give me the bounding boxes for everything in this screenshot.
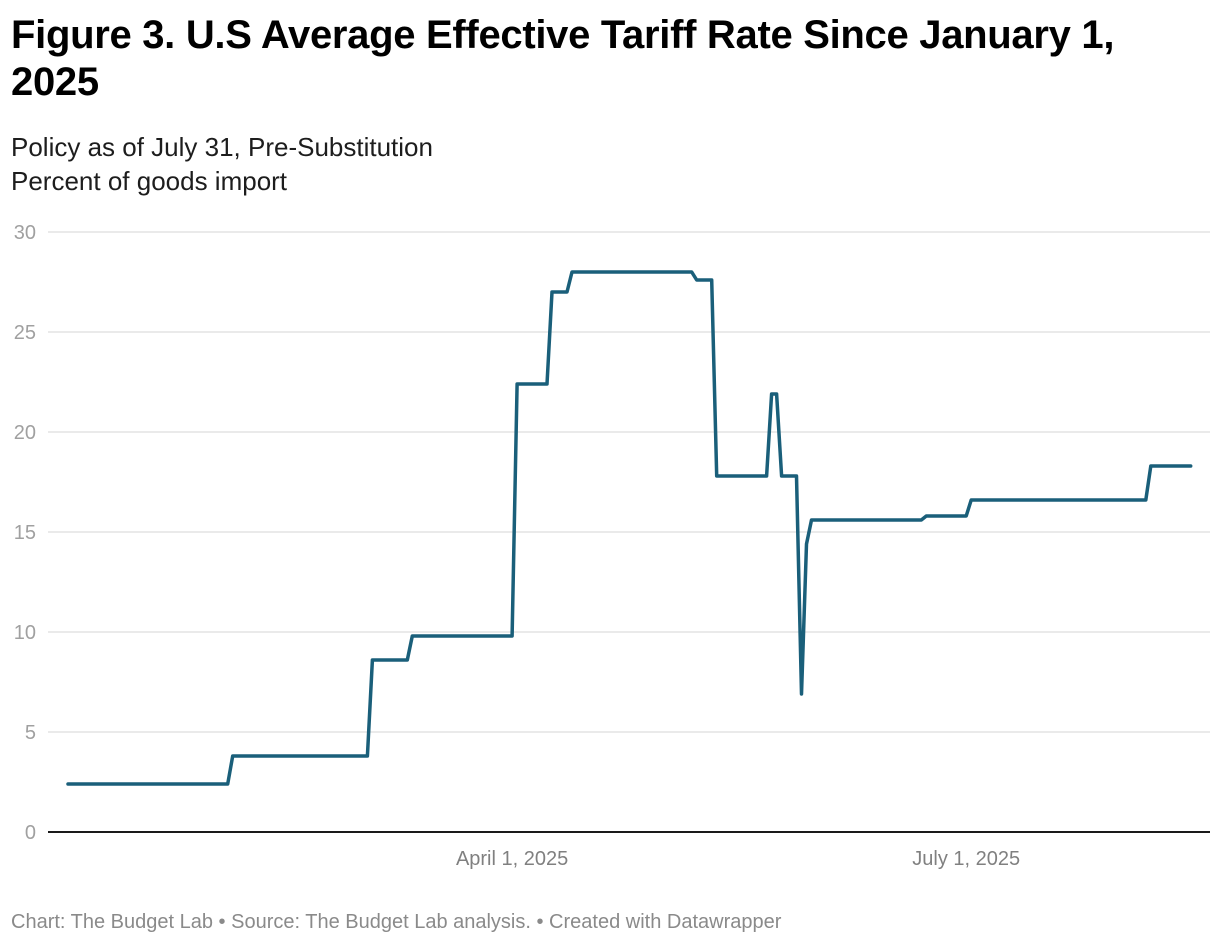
line-chart: 0 5 10 15 20 25 30 April 1, 2025 July 1, 2025 [14, 222, 1210, 870]
y-tick-label-10: 10 [14, 622, 36, 644]
chart-subtitle: Policy as of July 31, Pre-Substitution P… [11, 130, 433, 198]
subtitle-line-units: Percent of goods import [11, 166, 288, 196]
y-tick-label-30: 30 [14, 222, 36, 244]
chart-footer: Chart: The Budget Lab • Source: The Budg… [11, 911, 782, 933]
x-tick-label-1: July 1, 2025 [912, 848, 1020, 870]
y-tick-label-15: 15 [14, 522, 36, 544]
series-line-0 [66, 270, 1193, 786]
y-tick-label-25: 25 [14, 322, 36, 344]
x-tick-label-0: April 1, 2025 [456, 848, 568, 870]
x-axis: April 1, 2025 July 1, 2025 [456, 848, 1020, 870]
y-tick-label-5: 5 [25, 722, 36, 744]
y-tick-label-20: 20 [14, 422, 36, 444]
series [66, 270, 1193, 786]
gridlines [48, 231, 1210, 733]
y-axis: 0 5 10 15 20 25 30 [14, 222, 36, 844]
y-tick-label-0: 0 [25, 822, 36, 844]
chart-title: Figure 3. U.S Average Effective Tariff R… [11, 13, 1115, 104]
subtitle-line-policy: Policy as of July 31, Pre-Substitution [11, 132, 433, 162]
